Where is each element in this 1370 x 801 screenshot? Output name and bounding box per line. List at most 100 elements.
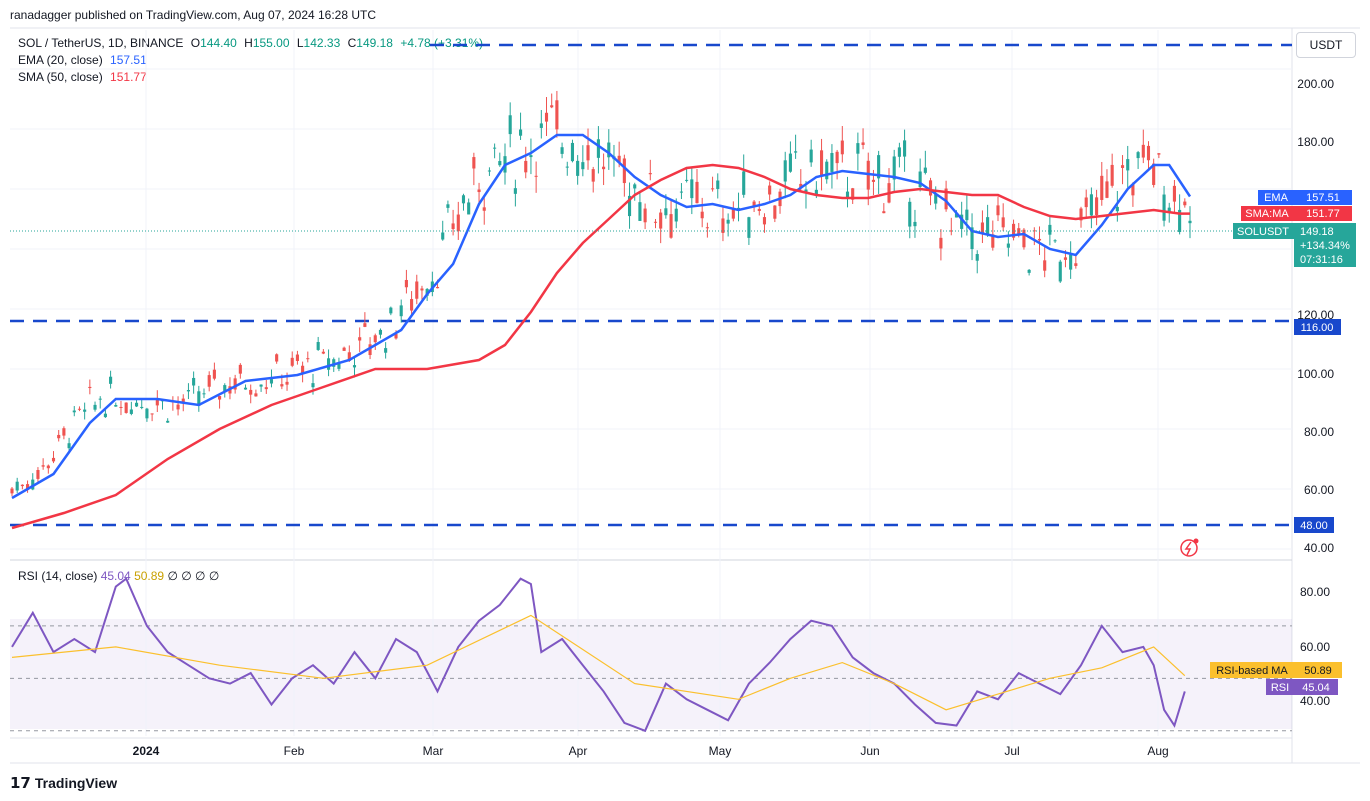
candle-body xyxy=(498,161,502,166)
candle-body xyxy=(596,139,600,158)
rsi-label: RSI (14, close) xyxy=(18,569,98,583)
candle-body xyxy=(757,208,761,212)
candle-body xyxy=(794,151,798,153)
candle-body xyxy=(337,363,341,369)
candle-body xyxy=(534,175,538,177)
tradingview-logo[interactable]: 𝟭𝟳 TradingView xyxy=(10,774,117,792)
candle-body xyxy=(103,413,107,418)
candle-body xyxy=(679,191,683,193)
candle-body xyxy=(1188,220,1192,224)
candle-body xyxy=(295,354,299,362)
candle-body xyxy=(1120,165,1125,168)
candle-body xyxy=(482,207,486,211)
candle-body xyxy=(851,188,855,200)
candle-body xyxy=(783,160,787,182)
candle-body xyxy=(607,142,611,158)
candle-body xyxy=(1074,263,1078,266)
price-tick: 120.00 xyxy=(1297,308,1334,322)
rsi-tick: 40.00 xyxy=(1300,694,1330,708)
price-tick: 60.00 xyxy=(1304,483,1334,497)
candle-body xyxy=(77,408,82,410)
sma-line xyxy=(11,163,1190,530)
candle-body xyxy=(716,180,720,189)
candle-body xyxy=(617,155,621,163)
candle-body xyxy=(747,217,751,238)
candle-body xyxy=(41,465,45,467)
candle-body xyxy=(934,194,938,204)
symbol-badge-price: 149.18 xyxy=(1300,226,1334,238)
candle-body xyxy=(742,171,746,195)
candle-body xyxy=(378,329,383,335)
rsi-line xyxy=(11,577,1186,733)
candle-body xyxy=(259,384,263,387)
candle-body xyxy=(134,402,139,407)
candle-body xyxy=(970,227,974,250)
candle-body xyxy=(93,404,97,410)
candle-body xyxy=(181,398,185,403)
sma-badge: 151.77 xyxy=(1306,208,1340,220)
candle-body xyxy=(57,434,61,439)
rsi-band xyxy=(10,619,1292,729)
candle-body xyxy=(72,410,76,413)
candle-body xyxy=(560,147,564,154)
publisher-text: ranadagger published on TradingView.com,… xyxy=(10,8,377,22)
price-tick: 180.00 xyxy=(1297,135,1334,149)
candle-body xyxy=(415,281,419,299)
candle-body xyxy=(1089,194,1093,216)
candle-body xyxy=(653,221,658,223)
candle-body xyxy=(145,408,149,419)
high-value: 155.00 xyxy=(252,36,290,50)
time-label: May xyxy=(709,744,732,758)
candle-body xyxy=(711,188,715,190)
rsi-value: 45.04 xyxy=(100,569,131,583)
candle-body xyxy=(830,153,834,172)
time-label: Feb xyxy=(284,744,305,758)
sma-tag-bg xyxy=(1241,206,1294,221)
candle-body xyxy=(150,413,154,415)
candle-body xyxy=(410,299,414,311)
price-tick: 200.00 xyxy=(1297,77,1334,91)
price-badges: EMA 157.51 SMA:MA 151.77 SOLUSDT 149.18 … xyxy=(1233,190,1356,533)
candle-body xyxy=(913,221,917,227)
level-48-bg xyxy=(1294,517,1334,533)
rsi-legend[interactable]: RSI (14, close) 45.04 50.89 ∅ ∅ ∅ ∅ xyxy=(18,569,219,583)
flash-icon[interactable] xyxy=(1180,538,1199,557)
candle-body xyxy=(223,385,227,392)
ema-row[interactable]: EMA (20, close) 157.51 xyxy=(18,52,487,69)
candle-body xyxy=(1131,184,1135,196)
candle-body xyxy=(1110,164,1114,186)
candle-body xyxy=(659,212,663,229)
candle-body xyxy=(965,209,969,221)
symbol-tag-bg xyxy=(1233,223,1294,239)
rsi-tag-bg xyxy=(1266,679,1294,695)
ema-value: 157.51 xyxy=(110,53,147,67)
candle-body xyxy=(435,286,440,289)
candle-body xyxy=(472,157,476,169)
candle-body xyxy=(1017,228,1021,236)
candle-body xyxy=(280,384,284,387)
candle-body xyxy=(67,443,71,449)
sma-row[interactable]: SMA (50, close) 151.77 xyxy=(18,69,487,86)
ema-tag: EMA xyxy=(1264,192,1289,204)
candle-body xyxy=(192,377,196,386)
candle-body xyxy=(98,398,102,400)
candle-body xyxy=(627,195,632,217)
ema-badge-bg xyxy=(1294,190,1352,205)
candle-body xyxy=(773,205,777,219)
candle-body xyxy=(819,150,824,177)
candle-body xyxy=(871,179,876,182)
moving-averages xyxy=(11,133,1192,530)
candle-body xyxy=(591,169,595,182)
candle-body xyxy=(285,381,289,385)
symbol-label[interactable]: SOL / TetherUS, 1D, BINANCE xyxy=(18,36,184,50)
candle-body xyxy=(1079,208,1083,221)
currency-button[interactable]: USDT xyxy=(1296,32,1356,58)
candle-body xyxy=(570,142,575,162)
candle-body xyxy=(814,189,818,195)
ema-label: EMA (20, close) xyxy=(18,53,103,67)
candle-body xyxy=(897,147,901,157)
candle-body xyxy=(1167,207,1171,213)
candle-body xyxy=(404,279,408,288)
rsi-extras: ∅ ∅ ∅ ∅ xyxy=(167,569,220,583)
